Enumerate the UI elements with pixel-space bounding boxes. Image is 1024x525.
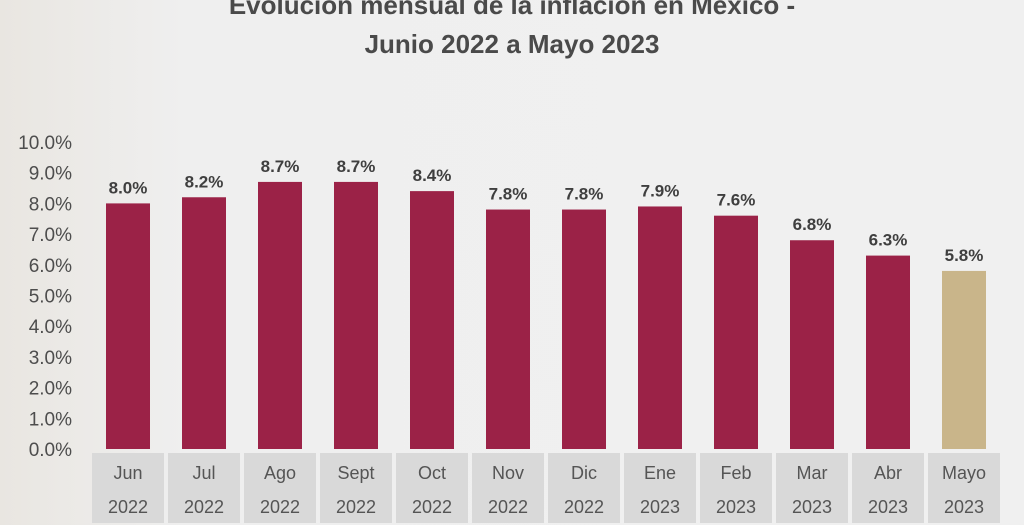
y-tick-label: 10.0% — [18, 133, 72, 154]
x-tick-month-label: Dic — [571, 463, 597, 483]
category-cell — [472, 453, 544, 523]
y-tick-label: 5.0% — [29, 287, 72, 308]
y-tick-label: 8.0% — [29, 194, 72, 215]
y-tick-label: 2.0% — [29, 379, 72, 400]
data-label: 8.2% — [185, 172, 224, 191]
y-tick-label: 4.0% — [29, 317, 72, 338]
category-cell — [244, 453, 316, 523]
x-tick-year-label: 2022 — [184, 497, 224, 517]
data-label: 7.6% — [717, 191, 756, 210]
category-cell — [92, 453, 164, 523]
data-label: 6.3% — [869, 231, 908, 250]
x-tick-year-label: 2022 — [564, 497, 604, 517]
x-tick-year-label: 2023 — [716, 497, 756, 517]
y-tick-label: 0.0% — [29, 440, 72, 461]
bar — [562, 209, 606, 449]
bar — [790, 240, 834, 449]
category-cell — [852, 453, 924, 523]
x-tick-year-label: 2022 — [412, 497, 452, 517]
category-cell — [928, 453, 1000, 523]
category-cell — [168, 453, 240, 523]
y-tick-label: 3.0% — [29, 348, 72, 369]
chart-title-line-1: Evolución mensual de la inflación en Méx… — [228, 0, 796, 20]
bar — [866, 255, 910, 449]
y-tick-label: 7.0% — [29, 225, 72, 246]
category-cell — [396, 453, 468, 523]
x-tick-month-label: Sept — [337, 463, 374, 483]
x-tick-month-label: Mayo — [942, 463, 986, 483]
x-tick-month-label: Ago — [264, 463, 296, 483]
data-label: 7.9% — [641, 181, 680, 200]
data-label: 8.0% — [109, 178, 148, 197]
x-tick-month-label: Feb — [720, 463, 751, 483]
x-tick-month-label: Abr — [874, 463, 902, 483]
bar — [942, 270, 986, 449]
data-label: 7.8% — [565, 185, 604, 204]
x-tick-year-label: 2023 — [868, 497, 908, 517]
x-tick-month-label: Oct — [418, 463, 446, 483]
x-tick-year-label: 2022 — [488, 497, 528, 517]
bar — [714, 215, 758, 449]
bar — [106, 203, 150, 449]
category-cell — [776, 453, 848, 523]
data-label: 8.4% — [413, 166, 452, 185]
x-tick-year-label: 2023 — [640, 497, 680, 517]
x-tick-year-label: 2022 — [260, 497, 300, 517]
chart-title-line-2: Junio 2022 a Mayo 2023 — [364, 29, 660, 59]
bar — [486, 209, 530, 449]
category-cell — [624, 453, 696, 523]
y-tick-label: 9.0% — [29, 164, 72, 185]
bar — [258, 181, 302, 449]
x-tick-month-label: Jun — [113, 463, 142, 483]
data-label: 8.7% — [337, 157, 376, 176]
x-tick-year-label: 2023 — [792, 497, 832, 517]
bar — [410, 191, 454, 449]
data-label: 7.8% — [489, 185, 528, 204]
bar — [334, 181, 378, 449]
x-tick-year-label: 2022 — [336, 497, 376, 517]
x-tick-month-label: Jul — [192, 463, 215, 483]
bar — [182, 197, 226, 449]
data-label: 6.8% — [793, 215, 832, 234]
data-label: 8.7% — [261, 157, 300, 176]
data-label: 5.8% — [945, 246, 984, 265]
x-tick-month-label: Ene — [644, 463, 676, 483]
x-tick-month-label: Mar — [797, 463, 828, 483]
x-tick-year-label: 2022 — [108, 497, 148, 517]
category-cell — [320, 453, 392, 523]
x-tick-month-label: Nov — [492, 463, 524, 483]
y-tick-label: 6.0% — [29, 256, 72, 277]
category-cell — [700, 453, 772, 523]
bar — [638, 206, 682, 449]
y-tick-label: 1.0% — [29, 409, 72, 430]
x-tick-year-label: 2023 — [944, 497, 984, 517]
category-cell — [548, 453, 620, 523]
